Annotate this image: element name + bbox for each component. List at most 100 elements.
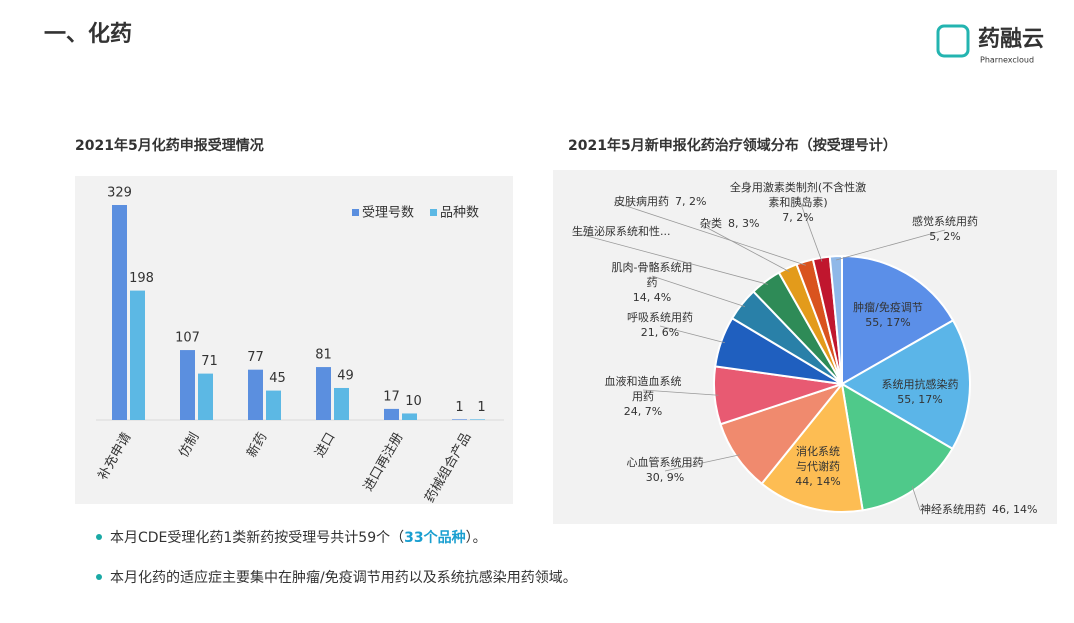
slice-label: 肿瘤/免疫调节 55, 17% [853, 300, 923, 329]
pie-slice [840, 382, 954, 512]
slice-name: 肌肉-骨骼系统用 [612, 260, 693, 274]
data-label: 81 [315, 348, 332, 363]
data-label: 71 [201, 354, 218, 369]
slice-value-label: 7, 2% [675, 195, 706, 208]
data-label: 198 [129, 271, 154, 286]
slice-label: 生殖泌尿系统和性... [572, 224, 671, 238]
bullet: 本月CDE受理化药1类新药按受理号共计59个（33个品种）。 [110, 529, 487, 546]
slice-label: 全身用激素类制剂(不含性激素和胰岛素) 7, 2% [730, 180, 866, 224]
bullet-dot [96, 574, 102, 580]
leader-line [571, 231, 768, 285]
slice-label: 感觉系统用药 5, 2% [912, 215, 978, 243]
pie-slice [760, 381, 864, 513]
bar [384, 408, 399, 420]
leader-line [835, 229, 946, 261]
slice-value-label: 14, 4% [633, 291, 671, 304]
pie-slice [840, 318, 971, 451]
logo-subtext: Pharnexcloud [980, 56, 1034, 65]
bar [334, 387, 349, 420]
slice-label: 心血管系统用药 30, 9% [627, 455, 704, 484]
data-label: 77 [247, 350, 264, 365]
leader-line [642, 389, 719, 396]
slice-name: 神经系统用药 [920, 502, 986, 516]
bar [180, 350, 195, 420]
bar [248, 369, 263, 420]
data-label: 329 [107, 186, 132, 201]
data-label: 10 [405, 394, 422, 409]
slice-name: 血液和造血系统 [605, 374, 682, 388]
bar [402, 413, 417, 420]
slice-name: 全身用激素类制剂(不含性激 [730, 180, 866, 194]
legend-label: 品种数 [440, 206, 479, 221]
slice-label: 肌肉-骨骼系统用药 14, 4% [612, 260, 693, 304]
data-label: 49 [337, 368, 354, 383]
slice-value-label: 24, 7% [624, 405, 662, 418]
legend-swatch [352, 209, 359, 216]
data-label: 45 [269, 371, 286, 386]
slice-name: 感觉系统用药 [912, 215, 978, 228]
bar [130, 290, 145, 420]
leader-line [699, 223, 790, 272]
slice-value-label: 7, 2% [782, 211, 813, 224]
leader-line [613, 201, 806, 266]
slice-value-label: 8, 3% [728, 217, 759, 230]
slice-name: 系统用抗感染药 [882, 377, 959, 391]
bar [112, 205, 127, 420]
slice-name: 与代谢药 [796, 459, 840, 473]
pie-slice [841, 254, 955, 386]
bar [470, 419, 485, 420]
slice-label: 杂类 8, 3% [700, 216, 759, 230]
slice-value-label: 5, 2% [929, 230, 960, 243]
slice-value-label: 44, 14% [795, 475, 840, 488]
slice-value-label: 55, 17% [865, 316, 910, 329]
bullet-text: 本月CDE受理化药1类新药按受理号共计59个（ [110, 530, 404, 546]
slice-label: 皮肤病用药 7, 2% [614, 194, 706, 208]
bar-panel [75, 176, 513, 504]
bar [198, 373, 213, 420]
slice-label: 系统用抗感染药 55, 17% [882, 377, 959, 406]
slice-value-label: 55, 17% [897, 393, 942, 406]
bullet: 本月化药的适应症主要集中在肿瘤/免疫调节用药以及系统抗感染用药领域。 [110, 569, 577, 586]
data-label: 1 [455, 400, 463, 415]
logo-text: 药融云 [978, 27, 1044, 52]
leader-line [664, 454, 741, 472]
data-label: 1 [477, 400, 485, 415]
leader-line [911, 486, 921, 511]
data-label: 107 [175, 331, 200, 346]
chart-title: 2021年5月化药申报受理情况 [75, 137, 264, 154]
leader-line [797, 195, 823, 262]
slice-value-label: 30, 9% [646, 471, 684, 484]
legend-swatch [430, 209, 437, 216]
slice-name: 素和胰岛素) [768, 195, 827, 209]
slice-label: 消化系统与代谢药 44, 14% [795, 444, 840, 488]
slice-value-label: 21, 6% [641, 326, 679, 339]
bullet-text: ）。 [466, 530, 487, 546]
slice-label: 呼吸系统用药 21, 6% [627, 311, 693, 339]
bullet-text: 本月化药的适应症主要集中在肿瘤/免疫调节用药以及系统抗感染用药领域。 [110, 569, 577, 586]
pie-slice [828, 254, 843, 385]
slice-name: 生殖泌尿系统和性... [572, 224, 671, 238]
slice-label: 血液和造血系统用药 24, 7% [605, 374, 682, 418]
slice-name: 消化系统 [796, 444, 840, 458]
slice-name: 肿瘤/免疫调节 [853, 300, 923, 314]
slice-name: 呼吸系统用药 [627, 311, 693, 324]
bar [452, 419, 467, 420]
bar [266, 390, 281, 420]
leader-line [651, 275, 746, 307]
data-label: 17 [383, 389, 400, 404]
slice-name: 心血管系统用药 [627, 455, 704, 469]
logo-icon [936, 24, 970, 58]
leader-line [659, 325, 726, 344]
slice-value-label: 46, 14% [992, 503, 1037, 516]
legend-label: 受理号数 [362, 206, 414, 221]
slice-name: 皮肤病用药 [614, 194, 669, 208]
slice-name: 药 [647, 276, 658, 289]
bullet-highlight: 33个品种 [404, 529, 465, 546]
bullet-dot [96, 534, 102, 540]
page-title: 一、化药 [44, 21, 132, 47]
chart-title: 2021年5月新申报化药治疗领域分布（按受理号计） [568, 137, 897, 154]
slice-name: 用药 [632, 390, 654, 403]
slice-label: 神经系统用药 46, 14% [920, 502, 1037, 516]
